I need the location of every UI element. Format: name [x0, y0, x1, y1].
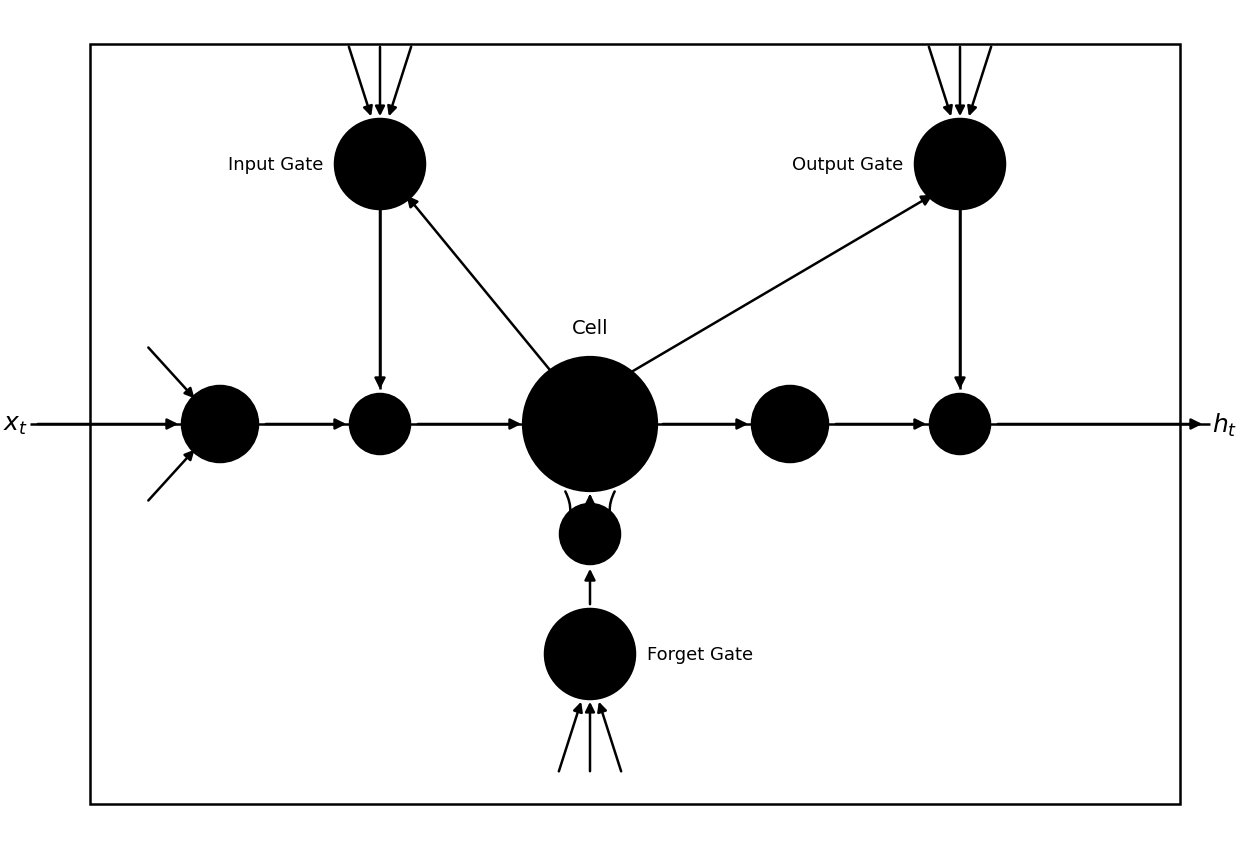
- Text: $f_t$: $f_t$: [582, 642, 598, 666]
- Text: Cell: Cell: [571, 319, 608, 338]
- Text: $o_t$: $o_t$: [949, 154, 971, 176]
- Circle shape: [545, 609, 636, 699]
- Text: Output Gate: Output Gate: [792, 156, 903, 174]
- Circle shape: [349, 394, 410, 454]
- Circle shape: [335, 120, 425, 210]
- Text: $c_t$: $c_t$: [576, 409, 603, 440]
- Circle shape: [930, 394, 990, 454]
- Circle shape: [752, 387, 828, 463]
- Circle shape: [182, 387, 258, 463]
- Circle shape: [914, 120, 1005, 210]
- Bar: [90, 45, 1180, 804]
- Text: $h_t$: $h_t$: [1213, 411, 1238, 438]
- Circle shape: [525, 360, 655, 490]
- Text: Input Gate: Input Gate: [228, 156, 323, 174]
- Text: $x_t$: $x_t$: [2, 413, 27, 436]
- Text: Forget Gate: Forget Gate: [647, 645, 753, 663]
- Text: $i_t$: $i_t$: [373, 153, 388, 176]
- Circle shape: [560, 505, 620, 565]
